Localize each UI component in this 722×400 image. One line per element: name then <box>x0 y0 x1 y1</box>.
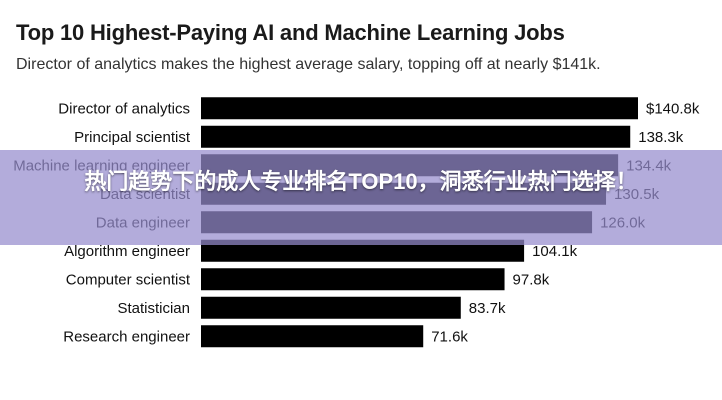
bar <box>201 239 525 262</box>
category-label: Principal scientist <box>74 129 191 146</box>
value-label: 104.1k <box>532 243 578 260</box>
bar <box>201 268 505 291</box>
category-label: Director of analytics <box>58 100 190 117</box>
value-label: 97.8k <box>513 271 550 288</box>
bar <box>201 97 638 120</box>
category-label: Computer scientist <box>66 271 191 288</box>
category-label: Research engineer <box>63 328 190 345</box>
chart-subtitle: Director of analytics makes the highest … <box>16 56 601 73</box>
value-label: 83.7k <box>469 300 506 317</box>
value-label: 138.3k <box>638 129 684 146</box>
category-label: Statistician <box>117 300 190 317</box>
value-label: $140.8k <box>646 100 700 117</box>
bar <box>201 296 461 319</box>
category-label: Algorithm engineer <box>64 243 190 260</box>
overlay-banner <box>0 150 722 245</box>
value-label: 71.6k <box>431 328 468 345</box>
bar <box>201 125 631 148</box>
bar <box>201 325 424 348</box>
chart-title: Top 10 Highest-Paying AI and Machine Lea… <box>16 20 565 45</box>
banner-text: 热门趋势下的成人专业排名TOP10，洞悉行业热门选择！ <box>84 169 638 194</box>
